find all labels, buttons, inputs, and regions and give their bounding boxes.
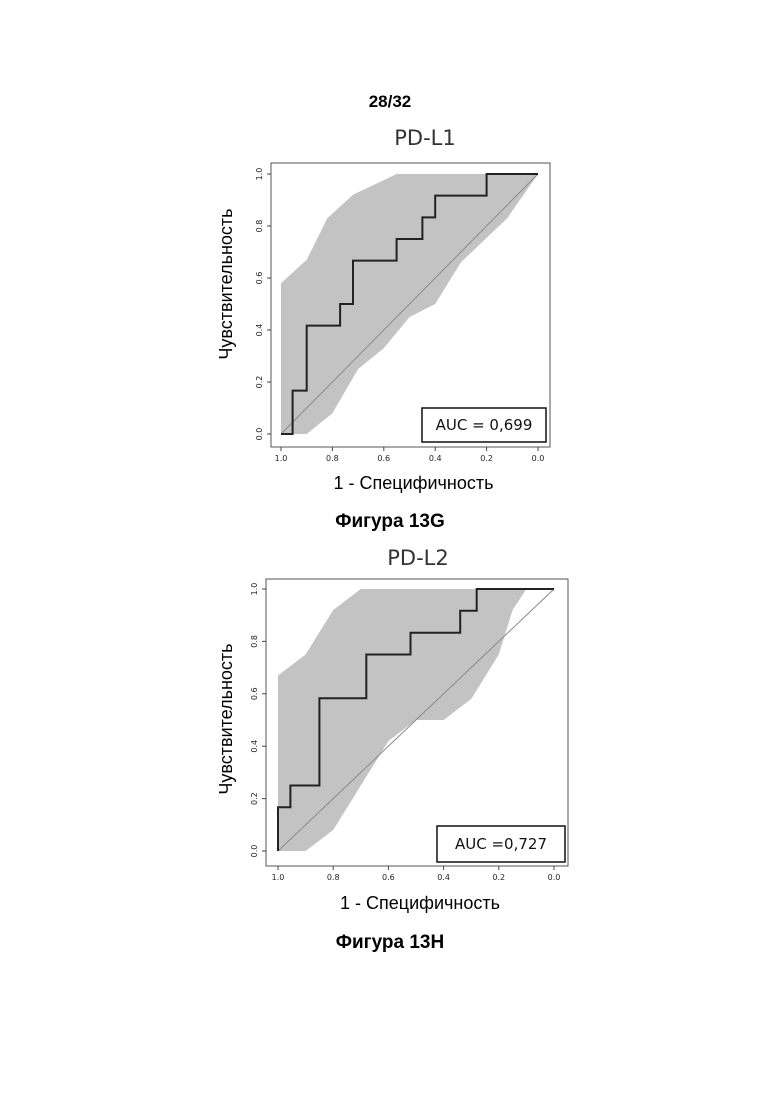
auc-label: AUC =0,727 [455, 835, 547, 853]
x-tick-label: 0.6 [382, 873, 395, 882]
y-tick-label: 0.4 [250, 740, 259, 753]
y-tick-label: 0.2 [250, 792, 259, 805]
figure-caption-13h: Фигура 13H [0, 932, 780, 954]
x-axis-label: 1 - Специфичность [340, 893, 500, 913]
x-tick-label: 0.4 [437, 873, 450, 882]
x-tick-label: 0.2 [492, 873, 505, 882]
y-axis-label: Чувствительность [216, 643, 236, 794]
x-tick-label: 1.0 [272, 873, 285, 882]
x-tick-label: 0.0 [548, 873, 561, 882]
y-tick-label: 0.6 [250, 687, 259, 700]
y-tick-label: 0.0 [250, 845, 259, 858]
x-tick-label: 0.8 [327, 873, 340, 882]
y-tick-label: 1.0 [250, 583, 259, 596]
y-tick-label: 0.8 [250, 635, 259, 648]
